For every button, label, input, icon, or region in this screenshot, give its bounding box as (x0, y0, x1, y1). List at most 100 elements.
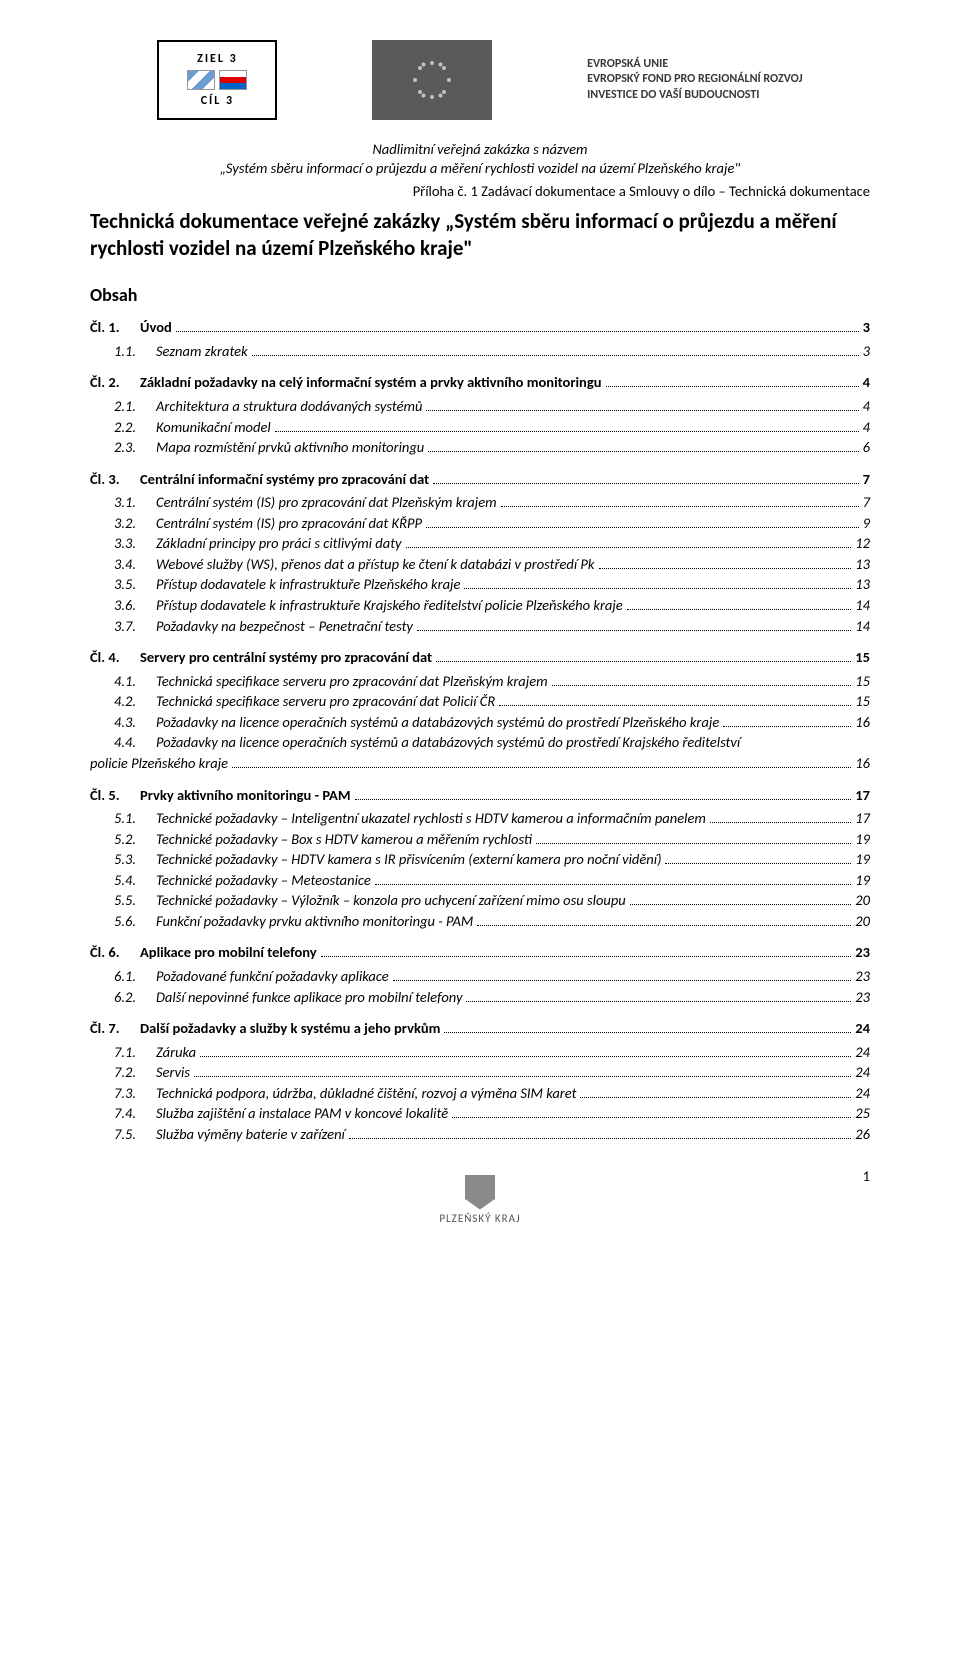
toc-item-4-4-line1: 4.4. Požadavky na licence operačních sys… (90, 733, 870, 753)
toc-page: 17 (855, 809, 870, 829)
toc-dots (406, 547, 852, 548)
toc-dots (252, 355, 859, 356)
eu-stars-icon (407, 55, 457, 105)
toc-dots (200, 1056, 851, 1057)
ziel-bottom-text: CÍL 3 (201, 94, 234, 108)
toc-dots (665, 863, 851, 864)
toc-text: Technická specifikace serveru pro zpraco… (156, 672, 548, 692)
toc-text: Technická podpora, údržba, důkladné čišt… (156, 1084, 576, 1104)
toc-dots (426, 527, 859, 528)
toc-text: Další nepovinné funkce aplikace pro mobi… (156, 988, 462, 1008)
toc-dots (580, 1097, 851, 1098)
toc-item-5-5: 5.5. Technické požadavky – Výložník – ko… (90, 891, 870, 911)
toc-num: 2.2. (114, 418, 156, 438)
toc-page: 24 (855, 1063, 870, 1083)
footer: PLZEŇSKÝ KRAJ (90, 1175, 870, 1225)
toc-page: 19 (855, 871, 870, 891)
toc-item-7-1: 7.1. Záruka 24 (90, 1043, 870, 1063)
toc-dots (321, 956, 852, 957)
toc-text: Komunikační model (156, 418, 271, 438)
toc-item-2-3: 2.3. Mapa rozmístění prvků aktivního mon… (90, 438, 870, 458)
toc-item-7-3: 7.3. Technická podpora, údržba, důkladné… (90, 1084, 870, 1104)
toc-dots (355, 799, 852, 800)
toc-item-7-5: 7.5. Služba výměny baterie v zařízení 26 (90, 1125, 870, 1145)
toc-num: 3.5. (114, 575, 156, 595)
toc-num: 7.3. (114, 1084, 156, 1104)
toc-item-5-1: 5.1. Technické požadavky – Inteligentní … (90, 809, 870, 829)
toc-section-4: Čl. 4. Servery pro centrální systémy pro… (90, 648, 870, 668)
toc-num: 3.2. (114, 514, 156, 534)
toc-num: 3.1. (114, 493, 156, 513)
toc-num: 4.3. (114, 713, 156, 733)
toc-section-7: Čl. 7. Další požadavky a služby k systém… (90, 1019, 870, 1039)
toc-item-6-1: 6.1. Požadované funkční požadavky aplika… (90, 967, 870, 987)
toc-dots (464, 588, 851, 589)
toc-dots (426, 410, 858, 411)
toc-num: 7.4. (114, 1104, 156, 1124)
toc-text: policie Plzeňského kraje (90, 754, 228, 774)
toc-num: 2.3. (114, 438, 156, 458)
toc-num: 5.5. (114, 891, 156, 911)
toc-item-5-2: 5.2. Technické požadavky – Box s HDTV ka… (90, 830, 870, 850)
priloha-line: Příloha č. 1 Zadávací dokumentace a Smlo… (90, 182, 870, 200)
toc-num: 5.2. (114, 830, 156, 850)
toc-num: 6.1. (114, 967, 156, 987)
toc-page: 3 (863, 318, 870, 338)
flag-bavaria-icon (187, 70, 215, 90)
toc-text: Centrální systém (IS) pro zpracování dat… (156, 493, 497, 513)
toc-page: 26 (855, 1125, 870, 1145)
toc-num: 4.2. (114, 692, 156, 712)
eu-line1: EVROPSKÁ UNIE (587, 57, 802, 73)
toc-item-7-4: 7.4. Služba zajištění a instalace PAM v … (90, 1104, 870, 1124)
toc-item-4-2: 4.2. Technická specifikace serveru pro z… (90, 692, 870, 712)
toc-dots (452, 1117, 851, 1118)
toc-dots (723, 726, 851, 727)
toc-dots (501, 506, 859, 507)
toc-page: 19 (855, 850, 870, 870)
toc-page: 7 (863, 493, 870, 513)
toc-item-5-3: 5.3. Technické požadavky – HDTV kamera s… (90, 850, 870, 870)
toc-page: 25 (855, 1104, 870, 1124)
toc-dots (375, 884, 852, 885)
toc-page: 24 (855, 1084, 870, 1104)
toc-page: 13 (855, 555, 870, 575)
toc-num: 3.6. (114, 596, 156, 616)
eu-text-block: EVROPSKÁ UNIE EVROPSKÝ FOND PRO REGIONÁL… (587, 57, 802, 104)
toc-item-4-4-line2: policie Plzeňského kraje 16 (90, 754, 870, 774)
toc-text: Technické požadavky – Meteostanice (156, 871, 371, 891)
toc-dots (428, 451, 858, 452)
toc-num: 4.4. (114, 733, 156, 753)
toc-text: Služba výměny baterie v zařízení (156, 1125, 345, 1145)
toc-item-6-2: 6.2. Další nepovinné funkce aplikace pro… (90, 988, 870, 1008)
obsah-title: Obsah (90, 284, 870, 306)
toc-dots (466, 1001, 851, 1002)
toc-dots (417, 630, 851, 631)
toc-page: 4 (863, 418, 870, 438)
toc-num: 5.3. (114, 850, 156, 870)
toc-item-7-2: 7.2. Servis 24 (90, 1063, 870, 1083)
toc-item-5-6: 5.6. Funkční požadavky prvku aktivního m… (90, 912, 870, 932)
subheader-line1: Nadlimitní veřejná zakázka s názvem (90, 140, 870, 159)
toc-page: 4 (863, 373, 870, 393)
toc-text: Požadavky na bezpečnost – Penetrační tes… (156, 617, 413, 637)
toc-text: Služba zajištění a instalace PAM v konco… (156, 1104, 448, 1124)
toc-text: Technické požadavky – Inteligentní ukaza… (156, 809, 706, 829)
toc-dots (433, 483, 858, 484)
eu-line2: EVROPSKÝ FOND PRO REGIONÁLNÍ ROZVOJ (587, 72, 802, 88)
toc-num: 7.2. (114, 1063, 156, 1083)
toc-text: Seznam zkratek (156, 342, 248, 362)
toc-section-2: Čl. 2. Základní požadavky na celý inform… (90, 373, 870, 393)
toc-text: Technická specifikace serveru pro zpraco… (156, 692, 495, 712)
shield-icon (465, 1175, 495, 1210)
toc-num: Čl. 6. (90, 943, 140, 963)
toc-dots (194, 1076, 851, 1077)
toc-text: Úvod (140, 318, 172, 338)
toc-text: Centrální systém (IS) pro zpracování dat… (156, 514, 422, 534)
toc-page: 23 (855, 943, 870, 963)
toc-section-5: Čl. 5. Prvky aktivního monitoringu - PAM… (90, 786, 870, 806)
ziel-flags (187, 70, 247, 90)
toc-page: 20 (855, 912, 870, 932)
toc-dots (627, 609, 852, 610)
toc-page: 13 (855, 575, 870, 595)
toc-dots (499, 705, 851, 706)
